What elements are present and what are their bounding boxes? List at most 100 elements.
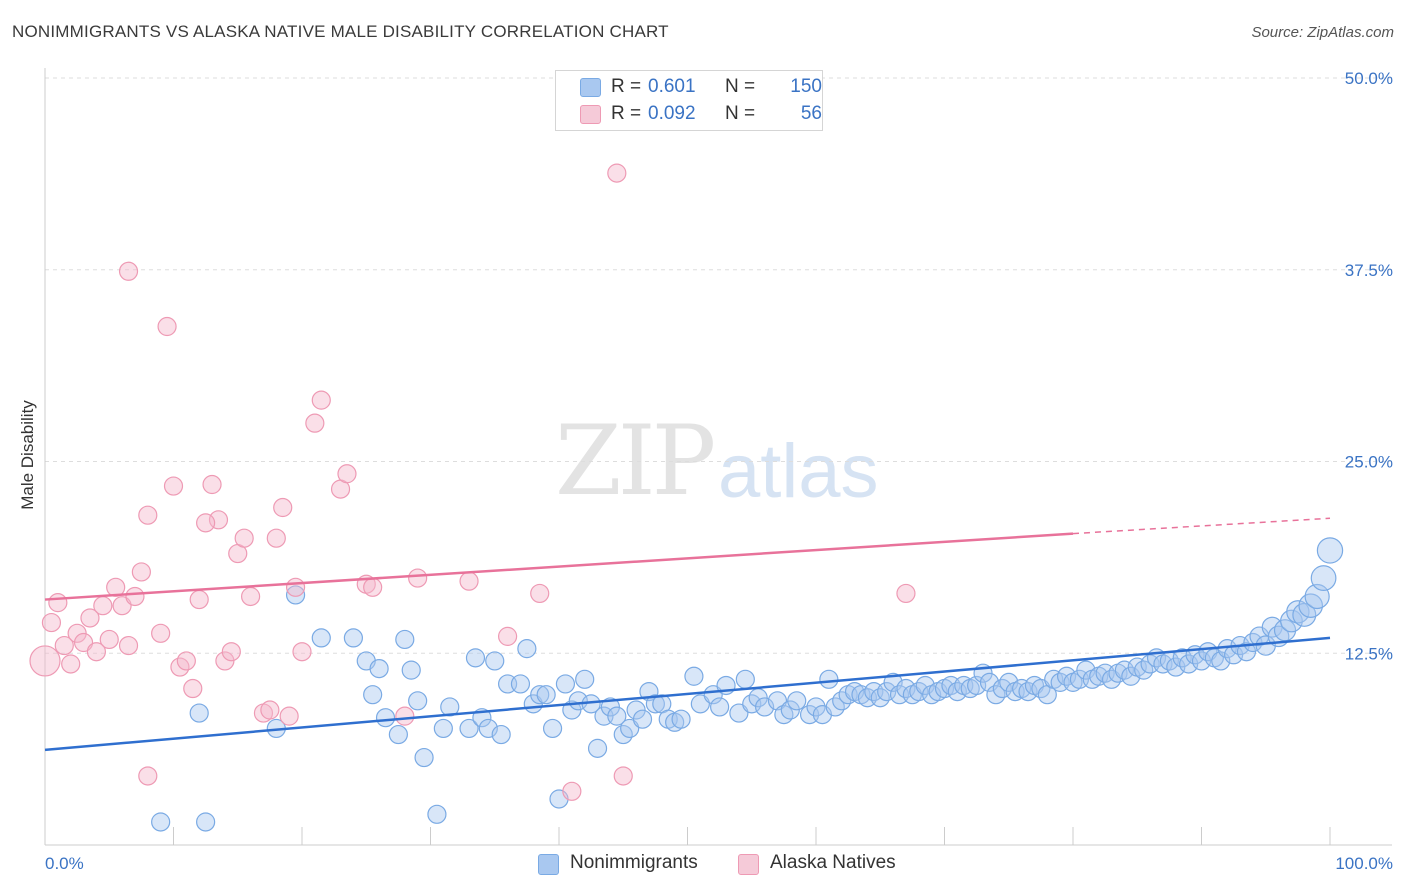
alaska-natives-point xyxy=(241,586,261,607)
nonimmigrants-point xyxy=(735,669,755,689)
nonimmigrants-point xyxy=(510,674,531,694)
watermark-atlas: atlas xyxy=(718,429,879,514)
alaska-natives-point xyxy=(54,635,74,656)
n-value: 150 xyxy=(790,76,822,97)
nonimmigrants-point xyxy=(414,747,434,768)
n-label: N = xyxy=(725,103,756,124)
nonimmigrants-swatch xyxy=(580,78,601,97)
alaska-natives-point xyxy=(131,562,151,582)
nonimmigrants-point xyxy=(395,629,415,650)
alaska-natives-point xyxy=(498,626,518,646)
nonimmigrants-point xyxy=(343,628,363,648)
n-value: 56 xyxy=(800,103,822,124)
alaska-natives-point xyxy=(311,390,331,410)
nonimmigrants-point xyxy=(433,718,453,739)
alaska-natives-point xyxy=(41,612,62,633)
alaska-natives-trend-extension xyxy=(1072,517,1331,535)
alaska-natives-point xyxy=(176,651,196,671)
nonimmigrants-point xyxy=(196,812,216,832)
nonimmigrants-point xyxy=(369,658,389,679)
y-tick-label: 25.0% xyxy=(1345,453,1393,472)
nonimmigrants-point xyxy=(189,703,209,723)
legend-label: Nonimmigrants xyxy=(570,852,698,873)
alaska-natives-point xyxy=(106,577,126,597)
alaska-natives-point xyxy=(138,766,158,786)
nonimmigrants-point xyxy=(363,685,383,705)
alaska-natives-point xyxy=(273,497,293,518)
alaska-natives-point xyxy=(363,577,383,597)
nonimmigrants-point xyxy=(542,718,563,739)
nonimmigrants-point xyxy=(632,709,653,729)
alaska-natives-point xyxy=(285,577,306,597)
nonimmigrants-point xyxy=(587,738,608,758)
alaska-natives-point xyxy=(202,474,222,495)
r-label: R = xyxy=(611,76,642,97)
nonimmigrants-point xyxy=(530,685,550,705)
alaska-natives-point xyxy=(138,505,158,525)
chart-title: NONIMMIGRANTS VS ALASKA NATIVE MALE DISA… xyxy=(12,22,669,41)
nonimmigrants-point xyxy=(1310,565,1337,591)
y-tick-label: 37.5% xyxy=(1345,261,1393,280)
nonimmigrants-point xyxy=(427,804,447,824)
legend-label: Alaska Natives xyxy=(770,852,896,873)
stats-legend: R = 0.601 N = 150 R = 0.092 N = 56 xyxy=(555,70,823,131)
nonimmigrants-point xyxy=(710,697,730,717)
alaska-natives-point xyxy=(607,163,627,183)
alaska-natives-swatch xyxy=(580,105,601,124)
alaska-natives-point xyxy=(305,413,325,433)
nonimmigrants-point xyxy=(555,674,576,694)
nonimmigrants-point xyxy=(375,708,396,728)
nonimmigrants-point xyxy=(684,666,704,686)
nonimmigrants-point xyxy=(671,709,691,729)
alaska-natives-point xyxy=(163,476,184,496)
nonimmigrants-point xyxy=(285,585,306,605)
nonimmigrants-point xyxy=(151,812,171,832)
alaska-natives-point xyxy=(234,528,254,548)
nonimmigrants-point xyxy=(1298,593,1324,618)
alaska-natives-point xyxy=(562,781,582,801)
y-tick-label: 50.0% xyxy=(1345,69,1393,88)
alaska-natives-point xyxy=(292,642,312,662)
nonimmigrants-point xyxy=(311,628,331,648)
n-label: N = xyxy=(725,76,756,97)
nonimmigrants-point xyxy=(819,669,839,689)
nonimmigrants-point xyxy=(401,660,421,680)
nonimmigrants-point xyxy=(465,648,486,668)
alaska-natives-point xyxy=(125,586,145,607)
nonimmigrants-point xyxy=(491,724,511,745)
nonimmigrants-point xyxy=(440,697,460,717)
nonimmigrants-trend-line xyxy=(44,636,1331,752)
nonimmigrants-point xyxy=(1316,537,1344,564)
alaska-natives-point xyxy=(29,645,61,677)
alaska-natives-point xyxy=(221,642,241,662)
alaska-natives-point xyxy=(118,635,139,656)
r-label: R = xyxy=(611,103,642,124)
nonimmigrants-point xyxy=(575,669,595,689)
alaska-natives-legend-swatch xyxy=(738,854,759,875)
x-tick-label: 100.0% xyxy=(1335,854,1393,873)
nonimmigrants-point xyxy=(645,694,665,714)
alaska-natives-point xyxy=(613,766,633,786)
nonimmigrants-point xyxy=(1286,600,1310,624)
alaska-natives-point xyxy=(80,608,100,628)
alaska-natives-point xyxy=(196,513,216,533)
alaska-natives-point xyxy=(337,464,357,484)
nonimmigrants-point xyxy=(459,718,479,739)
alaska-natives-point xyxy=(61,654,81,674)
alaska-natives-point xyxy=(395,706,415,726)
alaska-natives-point xyxy=(86,642,107,662)
alaska-natives-point xyxy=(266,528,286,548)
r-value: 0.092 xyxy=(648,103,696,124)
alaska-natives-point xyxy=(183,678,203,699)
source-label: Source: ZipAtlas.com xyxy=(1251,24,1394,41)
nonimmigrants-point xyxy=(806,697,826,717)
x-tick-label: 0.0% xyxy=(45,854,84,873)
alaska-natives-point xyxy=(260,700,280,720)
alaska-natives-point xyxy=(896,583,916,604)
nonimmigrants-point xyxy=(787,691,807,711)
y-tick-label: 12.5% xyxy=(1345,644,1393,663)
alaska-natives-point xyxy=(151,623,171,643)
nonimmigrants-point xyxy=(388,724,408,745)
alaska-natives-point xyxy=(459,571,479,591)
